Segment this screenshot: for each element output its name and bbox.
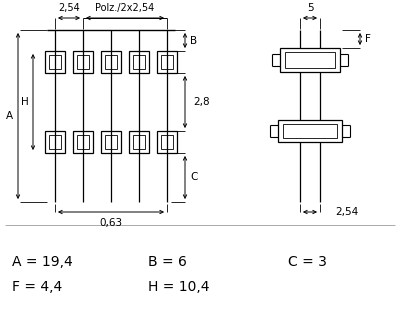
Text: B = 6: B = 6 — [148, 255, 187, 269]
Bar — [157, 51, 177, 73]
Bar — [129, 131, 149, 153]
Bar — [105, 55, 117, 69]
Bar — [133, 135, 145, 149]
Bar — [133, 55, 145, 69]
Bar — [73, 131, 93, 153]
Text: H = 10,4: H = 10,4 — [148, 280, 210, 294]
Bar — [77, 135, 89, 149]
Bar — [285, 52, 335, 68]
Text: 2,8: 2,8 — [193, 97, 210, 107]
Text: 0,63: 0,63 — [100, 218, 122, 228]
Text: Polz./2x2,54: Polz./2x2,54 — [95, 3, 155, 13]
Text: C: C — [190, 172, 197, 183]
Text: 2,54: 2,54 — [58, 3, 80, 13]
Bar — [73, 51, 93, 73]
Bar — [161, 55, 173, 69]
Text: 2,54: 2,54 — [335, 207, 358, 217]
Text: A = 19,4: A = 19,4 — [12, 255, 73, 269]
Bar — [157, 131, 177, 153]
Bar — [129, 51, 149, 73]
Text: B: B — [190, 36, 197, 46]
Bar — [45, 51, 65, 73]
Text: C = 3: C = 3 — [288, 255, 327, 269]
Text: H: H — [21, 97, 29, 107]
Text: A: A — [6, 111, 13, 121]
Bar — [280, 48, 340, 72]
Bar — [283, 124, 337, 138]
Text: F = 4,4: F = 4,4 — [12, 280, 62, 294]
Bar — [45, 131, 65, 153]
Bar — [77, 55, 89, 69]
Bar — [278, 120, 342, 142]
Text: 5: 5 — [307, 3, 313, 13]
Bar — [101, 51, 121, 73]
Bar — [101, 131, 121, 153]
Bar — [161, 135, 173, 149]
Bar — [105, 135, 117, 149]
Bar — [49, 55, 61, 69]
Text: F: F — [365, 34, 371, 44]
Bar — [49, 135, 61, 149]
